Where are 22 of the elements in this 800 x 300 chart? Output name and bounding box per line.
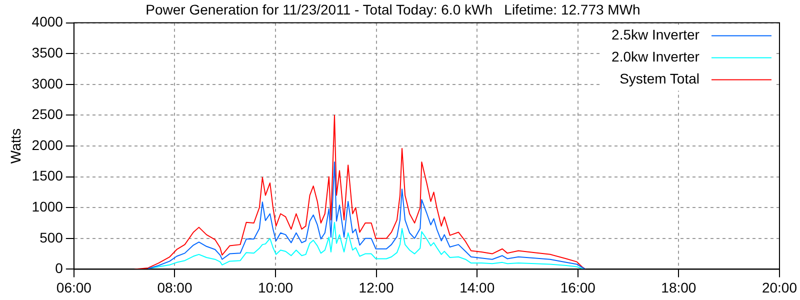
y-tick-label: 3500 (32, 44, 64, 60)
chart-title: Power Generation for 11/23/2011 - Total Today: 6.0 kWh Lifetime: 12.773 MWh (146, 1, 640, 18)
x-tick-label: 18:00 (661, 279, 696, 296)
y-tick-label: 1000 (32, 198, 64, 214)
legend-label: 2.5kw Inverter (612, 26, 700, 43)
y-tick-label: 3000 (32, 75, 64, 92)
x-tick-label: 16:00 (560, 279, 596, 296)
x-tick-label: 06:00 (56, 279, 92, 296)
x-tick-label: 12:00 (358, 279, 394, 296)
x-tick-label: 10:00 (258, 279, 294, 296)
y-tick-label: 2500 (32, 106, 64, 122)
y-tick-label: 2000 (32, 136, 64, 153)
legend-label: 2.0kw Inverter (612, 48, 700, 65)
x-tick-label: 14:00 (460, 279, 495, 296)
x-tick-label: 20:00 (762, 279, 798, 296)
x-tick-label: 08:00 (157, 279, 192, 296)
y-tick-label: 500 (40, 229, 64, 246)
y-tick-label: 0 (55, 260, 64, 276)
y-tick-label: 4000 (32, 14, 64, 30)
y-tick-label: 1500 (32, 168, 64, 184)
y-axis-title: Watts (7, 128, 24, 164)
legend-label: System Total (620, 70, 700, 87)
